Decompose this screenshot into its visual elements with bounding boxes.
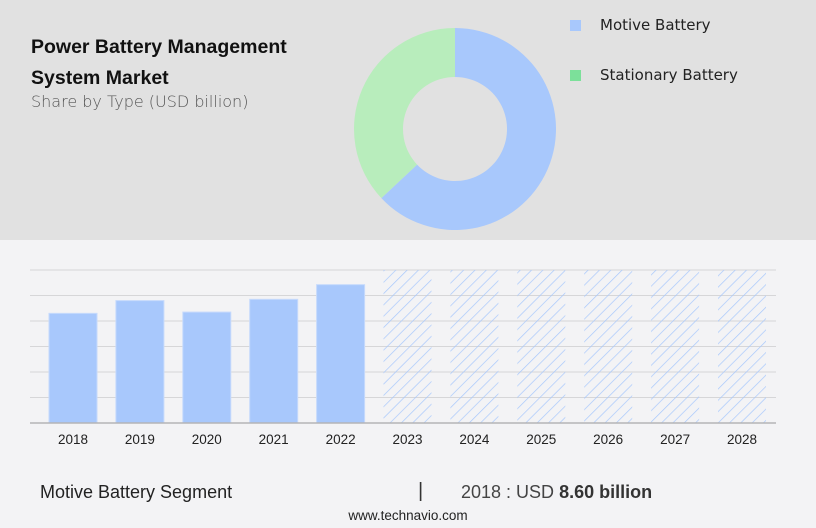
x-axis-label: 2020: [191, 432, 222, 447]
segment-label: Motive Battery Segment: [40, 482, 233, 502]
x-axis-label: 2022: [325, 432, 356, 447]
x-axis-label: 2028: [726, 432, 758, 447]
legend-swatch-motive: [570, 19, 581, 31]
title-line-1: Power Battery Management: [31, 36, 287, 58]
x-axis-label: 2024: [459, 432, 490, 447]
forecast-bar-2028: [718, 270, 766, 423]
x-axis-label: 2025: [526, 432, 557, 447]
forecast-bar-2027: [651, 270, 700, 423]
forecast-bar-2026: [584, 270, 633, 423]
segment-value: 2018 : USD 8.60 billion: [461, 482, 652, 503]
donut-slice-stationary-battery: [354, 28, 455, 199]
bar-2018: [48, 312, 98, 424]
legend-item-stationary: Stationary Battery: [570, 66, 738, 84]
footer-separator: |: [418, 480, 424, 502]
bar-2022: [316, 284, 366, 424]
x-axis-label: 2023: [392, 432, 423, 447]
share-donut-chart: [354, 28, 556, 230]
legend-label: Stationary Battery: [600, 66, 738, 84]
donut-slice-motive-battery: [381, 28, 556, 230]
x-axis-label: 2021: [258, 432, 289, 447]
value-amount: 8.60 billion: [559, 482, 653, 502]
segment-bar-chart: [30, 269, 776, 424]
legend-item-motive: Motive Battery: [570, 16, 711, 34]
x-axis-label: 2019: [124, 432, 155, 447]
bar-2021: [249, 298, 299, 424]
bar-2019: [115, 300, 165, 424]
legend-swatch-stationary: [570, 69, 581, 81]
x-axis-label: 2026: [593, 432, 624, 447]
value-prefix: 2018 : USD: [461, 482, 560, 502]
forecast-bar-2023: [383, 270, 432, 423]
x-axis-label: 2018: [57, 432, 89, 447]
x-axis-label: 2027: [660, 432, 691, 447]
source-url: www.technavio.com: [348, 508, 468, 523]
legend-label: Motive Battery: [600, 16, 711, 34]
bar-2020: [182, 311, 232, 424]
chart-title: Power Battery Management System Market: [31, 32, 287, 94]
forecast-bar-2024: [450, 270, 499, 423]
forecast-bar-2025: [517, 270, 566, 423]
chart-subtitle: Share by Type (USD billion): [31, 92, 249, 111]
title-line-2: System Market: [31, 67, 169, 89]
